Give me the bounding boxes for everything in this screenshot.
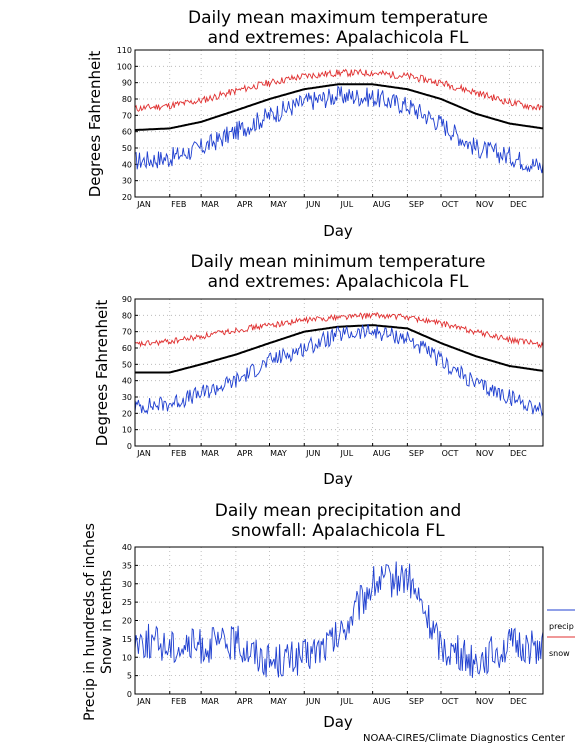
y-axis-label-line1: Precip in hundreds of inches	[82, 523, 98, 721]
series-mean-line	[135, 83, 544, 131]
x-tick-label: AUG	[373, 200, 391, 209]
max-temp-chart: Daily mean maximum temperature and extre…	[86, 8, 544, 240]
x-tick-label: JUL	[340, 697, 354, 706]
y-tick-label: 20	[122, 617, 132, 626]
y-tick-label: 30	[122, 177, 132, 186]
x-tick-label: JUL	[340, 449, 354, 458]
y-tick-label: 50	[122, 360, 132, 369]
y-tick-label: 25	[122, 598, 132, 607]
x-tick-label: DEC	[510, 697, 527, 706]
x-tick-label: JUN	[305, 449, 320, 458]
x-tick-label: APR	[237, 697, 253, 706]
y-axis-label-line2: Snow in tenths	[99, 570, 115, 674]
x-tick-label: SEP	[409, 200, 424, 209]
series-mean-line	[135, 324, 544, 374]
legend-precip-label: precip	[549, 622, 574, 631]
x-tick-label: DEC	[510, 200, 527, 209]
x-tick-label: APR	[237, 449, 253, 458]
y-tick-label: 70	[122, 328, 132, 337]
x-axis-label: Day	[323, 222, 353, 240]
x-tick-label: MAY	[270, 449, 287, 458]
plot-area: JAN FEB MAR APR MAY JUN JUL AUG SEP OCT NOV DEC 0 5 10…	[122, 543, 544, 706]
y-tick-label: 20	[122, 193, 132, 202]
x-tick-label: MAR	[201, 697, 219, 706]
series-low-line	[134, 324, 544, 417]
series-high-line	[134, 311, 544, 349]
x-tick-label: SEP	[409, 449, 424, 458]
x-tick-label: JAN	[136, 200, 151, 209]
x-axis-label: Day	[323, 470, 353, 488]
legend-snow-label: snow	[549, 649, 570, 658]
y-tick-label: 100	[117, 62, 132, 71]
min-temp-chart: Daily mean minimum temperature and extre…	[93, 252, 544, 488]
plot-frame	[134, 49, 544, 198]
x-tick-label: AUG	[373, 449, 391, 458]
x-tick-label: JUN	[305, 200, 320, 209]
plot-frame	[134, 298, 544, 447]
y-tick-label: 80	[122, 95, 132, 104]
y-tick-label: 30	[122, 393, 132, 402]
y-tick-label: 15	[122, 635, 132, 644]
legend: precip snow	[547, 609, 575, 658]
series-high-line	[134, 68, 544, 112]
y-axis-label: Degrees Fahrenheit	[86, 51, 104, 198]
y-tick-label: 40	[122, 160, 132, 169]
x-tick-label: JUL	[340, 200, 354, 209]
x-tick-label: OCT	[442, 449, 459, 458]
x-tick-label: FEB	[171, 449, 186, 458]
precip-chart: Daily mean precipitation and snowfall: A…	[82, 501, 575, 731]
y-tick-label: 40	[122, 377, 132, 386]
x-tick-label: MAY	[270, 697, 287, 706]
x-tick-label: MAY	[270, 200, 287, 209]
x-tick-label: APR	[237, 200, 253, 209]
y-tick-label: 110	[117, 46, 132, 55]
x-tick-label: MAR	[201, 449, 219, 458]
chart-title-line2: and extremes: Apalachicola FL	[208, 28, 469, 48]
x-tick-label: JUN	[305, 697, 320, 706]
y-tick-label: 80	[122, 311, 132, 320]
x-tick-label: DEC	[510, 449, 527, 458]
y-tick-label: 70	[122, 111, 132, 120]
x-tick-label: AUG	[373, 697, 391, 706]
y-tick-label: 50	[122, 144, 132, 153]
chart-title-line1: Daily mean maximum temperature	[188, 8, 488, 28]
x-tick-label: MAR	[201, 200, 219, 209]
x-tick-label: SEP	[409, 697, 424, 706]
plot-area: JAN FEB MAR APR MAY JUN JUL AUG SEP OCT NOV DEC 0 10 2…	[122, 295, 544, 458]
x-axis-label: Day	[323, 713, 353, 731]
y-tick-label: 5	[127, 672, 132, 681]
x-tick-label: FEB	[171, 200, 186, 209]
x-tick-label: NOV	[476, 200, 494, 209]
x-tick-label: FEB	[171, 697, 186, 706]
y-tick-label: 0	[127, 690, 132, 699]
y-tick-label: 60	[122, 128, 132, 137]
x-tick-label: JAN	[136, 697, 151, 706]
y-tick-label: 35	[122, 561, 132, 570]
y-axis-label: Degrees Fahrenheit	[93, 300, 111, 447]
plot-frame	[134, 546, 544, 695]
x-tick-label: NOV	[476, 697, 494, 706]
x-tick-label: JAN	[136, 449, 151, 458]
chart-title-line2: snowfall: Apalachicola FL	[231, 521, 445, 541]
y-tick-label: 40	[122, 543, 132, 552]
y-tick-label: 60	[122, 344, 132, 353]
chart-title-line2: and extremes: Apalachicola FL	[208, 272, 469, 292]
series-precip-line	[134, 561, 544, 678]
plot-area: JAN FEB MAR APR MAY JUN JUL AUG SEP OCT NOV DEC 20 30…	[117, 46, 544, 209]
series-low-line	[134, 85, 544, 174]
y-tick-label: 90	[122, 79, 132, 88]
x-tick-label: OCT	[442, 697, 459, 706]
y-tick-label: 30	[122, 580, 132, 589]
y-tick-label: 90	[122, 295, 132, 304]
y-tick-label: 20	[122, 409, 132, 418]
x-tick-label: OCT	[442, 200, 459, 209]
footer-credit: NOAA-CIRES/Climate Diagnostics Center	[363, 733, 566, 744]
y-tick-label: 10	[122, 426, 132, 435]
chart-title-line1: Daily mean precipitation and	[215, 501, 462, 521]
y-tick-label: 10	[122, 653, 132, 662]
y-tick-label: 0	[127, 442, 132, 451]
chart-title-line1: Daily mean minimum temperature	[191, 252, 486, 272]
x-tick-label: NOV	[476, 449, 494, 458]
